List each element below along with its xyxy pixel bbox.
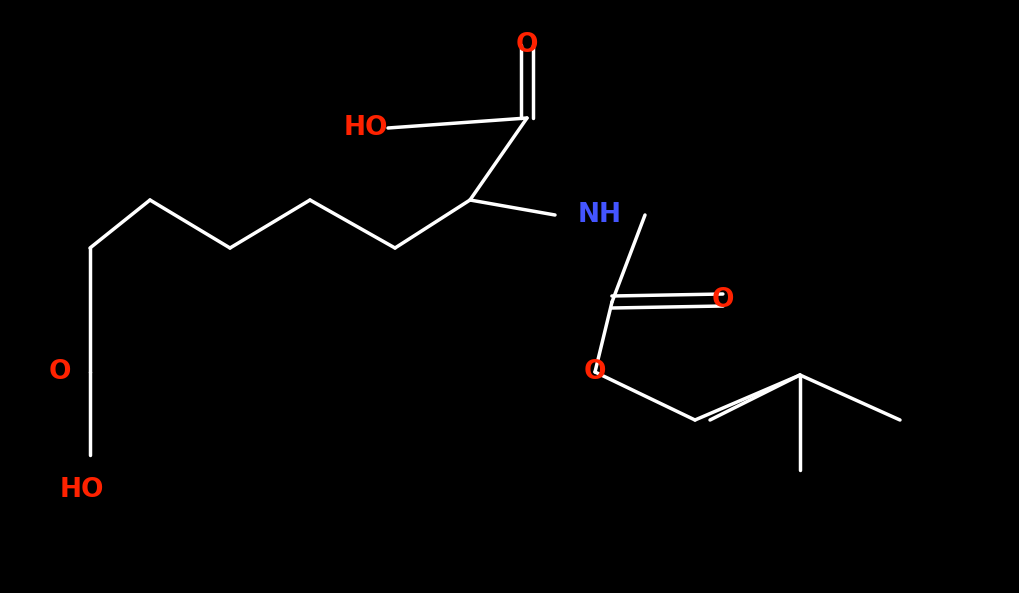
Text: O: O bbox=[49, 359, 71, 385]
Text: HO: HO bbox=[60, 477, 105, 503]
Text: O: O bbox=[516, 32, 538, 58]
Text: HO: HO bbox=[343, 115, 388, 141]
Text: O: O bbox=[584, 359, 606, 385]
Text: NH: NH bbox=[578, 202, 622, 228]
Text: O: O bbox=[711, 287, 735, 313]
